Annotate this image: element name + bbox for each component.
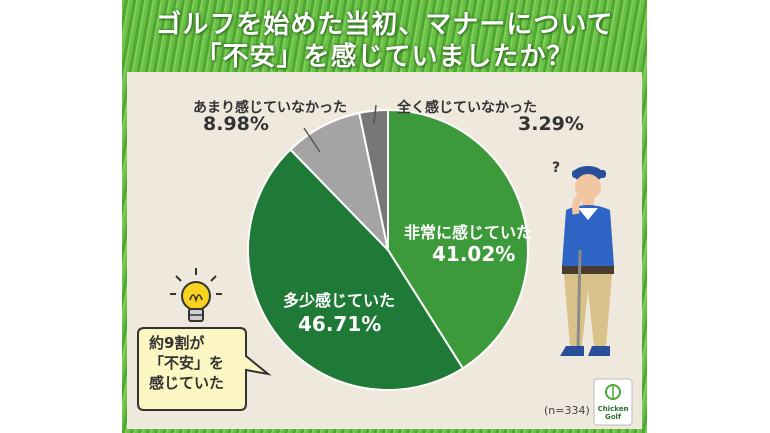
label-never-value: 3.29%	[518, 113, 584, 135]
lightbulb-icon	[170, 268, 222, 322]
label-rarely-category: あまり感じていなかった	[193, 100, 347, 116]
callout-line-1: 約9割が	[149, 334, 205, 352]
label-rarely-value: 8.98%	[203, 113, 269, 135]
logo-line-2: Golf	[605, 413, 621, 421]
label-somewhat-category: 多少感じていた	[283, 291, 396, 310]
title-line-1: ゴルフを始めた当初、マナーについて	[155, 10, 614, 40]
label-somewhat-value: 46.71%	[298, 312, 382, 336]
slice-somewhat	[247, 148, 465, 391]
label-very-value: 41.02%	[432, 242, 516, 266]
callout-bubble-shape	[137, 327, 272, 411]
sample-size-note: (n=334)	[544, 404, 590, 417]
leader-line-rarely	[303, 127, 321, 153]
logo-line-1: Chicken	[597, 405, 629, 413]
leader-line-never	[373, 104, 377, 124]
chicken-golf-logo	[593, 378, 633, 426]
callout-line-3: 感じていた	[149, 374, 225, 392]
callout-line-2: 「不安」を	[149, 354, 225, 372]
golfer-illustration: ?	[552, 160, 614, 356]
slice-rarely	[289, 111, 390, 254]
label-very-category: 非常に感じていた	[404, 223, 533, 242]
callout-text: 約9割が 「不安」を 感じていた	[149, 333, 224, 393]
label-never-category: 全く感じていなかった	[397, 100, 537, 116]
svg-text:?: ?	[552, 160, 560, 176]
title-line-2: 「不安」を感じていましたか？	[195, 42, 574, 72]
logo-text: Chicken Golf	[597, 405, 629, 421]
slice-never	[358, 108, 389, 251]
